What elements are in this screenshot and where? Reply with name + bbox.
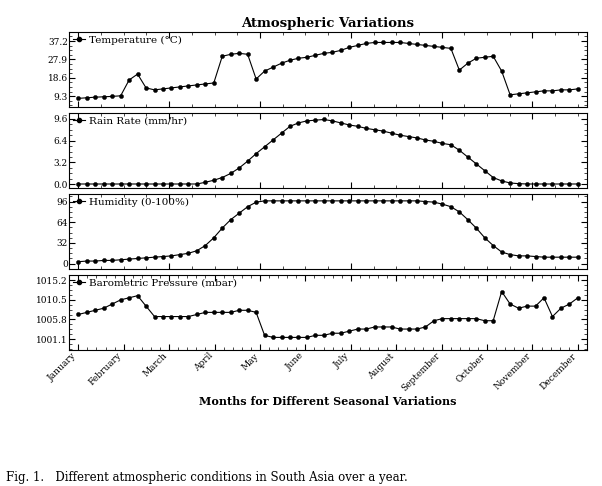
Legend: Temperature (°C): Temperature (°C)	[71, 34, 183, 46]
Legend: Rain Rate (mm/hr): Rain Rate (mm/hr)	[71, 115, 188, 127]
Legend: Barometric Pressure (mbar): Barometric Pressure (mbar)	[71, 277, 238, 289]
Title: Atmospheric Variations: Atmospheric Variations	[241, 17, 415, 31]
Text: Fig. 1.   Different atmospheric conditions in South Asia over a year.: Fig. 1. Different atmospheric conditions…	[6, 470, 408, 484]
Legend: Humidity (0-100%): Humidity (0-100%)	[71, 196, 190, 208]
X-axis label: Months for Different Seasonal Variations: Months for Different Seasonal Variations	[199, 396, 457, 407]
